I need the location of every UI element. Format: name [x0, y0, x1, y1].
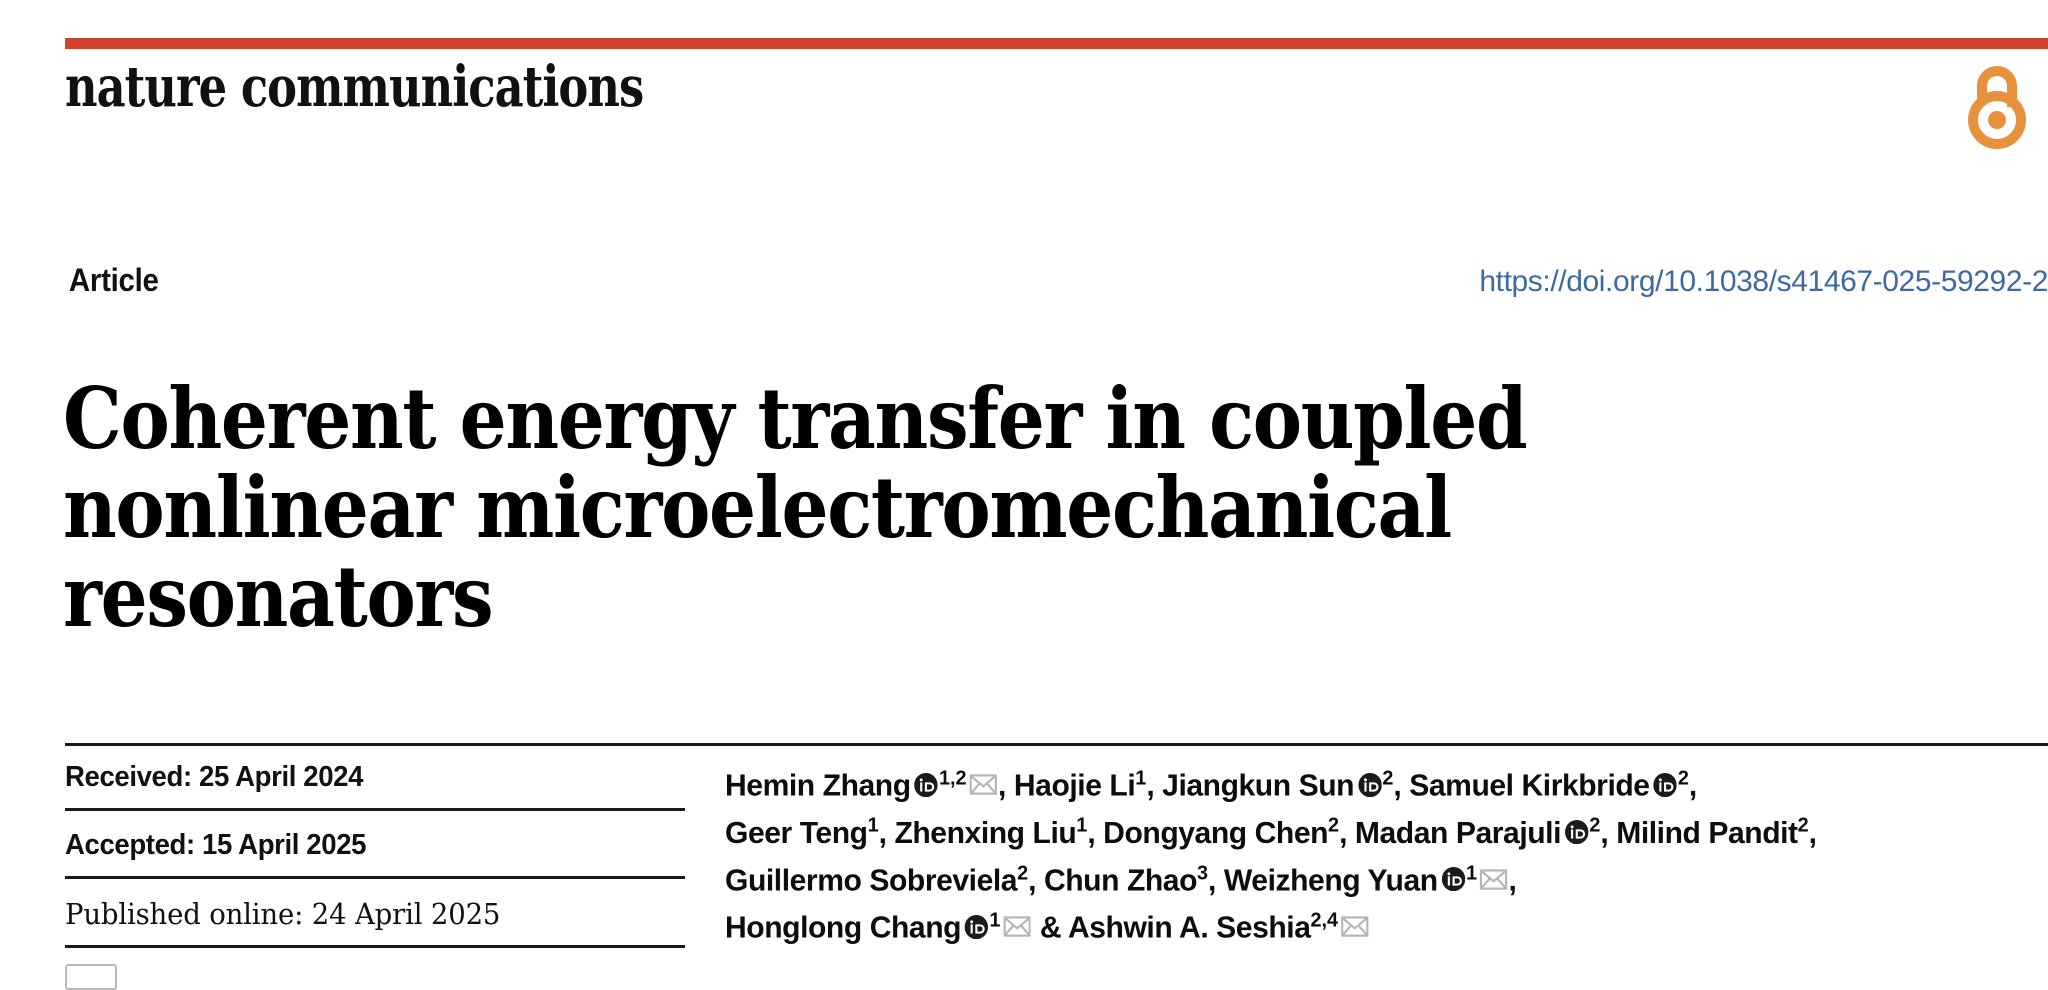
affiliation-marker: 2	[1797, 813, 1809, 837]
orcid-icon[interactable]	[1441, 857, 1466, 892]
affiliation-marker: 1	[867, 813, 879, 837]
email-icon[interactable]	[1480, 856, 1508, 890]
author-name[interactable]: Zhenxing Liu	[894, 814, 1077, 850]
affiliation-marker: 1	[1076, 813, 1088, 837]
received-date: Received: 25 April 2024	[65, 761, 364, 793]
accepted-date: Accepted: 15 April 2025	[65, 829, 367, 861]
title-line-3: resonators	[63, 547, 494, 647]
author-list: Hemin Zhang 1,2, Haojie Li1, Jiangkun Sun…	[725, 761, 2045, 951]
meta-row-published: Published online: 24 April 2025	[65, 879, 685, 948]
author-name[interactable]: Milind Pandit	[1616, 814, 1798, 850]
affiliation-marker: 3	[1197, 860, 1209, 884]
author-name[interactable]: Hemin Zhang	[725, 767, 911, 803]
affiliation-marker: 2,4	[1310, 908, 1339, 932]
article-type-label: Article	[68, 262, 159, 298]
title-line-1: Coherent energy transfer in coupled	[63, 369, 1528, 469]
author-line-2: Geer Teng1, Zhenxing Liu1, Dongyang Chen…	[725, 809, 2005, 856]
affiliation-marker: 1	[1465, 860, 1478, 884]
author-name[interactable]: Haojie Li	[1013, 767, 1136, 803]
author-name[interactable]: Dongyang Chen	[1103, 814, 1329, 850]
affiliation-marker: 2	[1677, 766, 1689, 790]
affiliation-marker: 2	[1589, 813, 1601, 837]
brand-rule	[65, 38, 2048, 49]
brand-row: nature communications	[65, 49, 2048, 149]
author-name[interactable]: Weizheng Yuan	[1223, 862, 1438, 898]
author-name[interactable]: Geer Teng	[725, 814, 868, 850]
author-name[interactable]: Samuel Kirkbride	[1409, 767, 1650, 803]
affiliation-marker: 1,2	[938, 766, 967, 790]
affiliation-marker: 2	[1328, 813, 1340, 837]
author-name[interactable]: Jiangkun Sun	[1162, 767, 1355, 803]
author-name[interactable]: Chun Zhao	[1043, 862, 1198, 898]
author-line-1: Hemin Zhang 1,2, Haojie Li1, Jiangkun Sun…	[725, 761, 2005, 809]
author-line-3: Guillermo Sobreviela2, Chun Zhao3, Weizh…	[725, 856, 2005, 904]
section-divider-top	[65, 743, 2048, 746]
author-name[interactable]: Guillermo Sobreviela	[725, 862, 1018, 898]
author-name[interactable]: Ashwin A. Seshia	[1067, 909, 1311, 945]
email-icon[interactable]	[969, 761, 997, 795]
orcid-icon[interactable]	[914, 763, 938, 797]
email-icon[interactable]	[1341, 903, 1369, 937]
orcid-icon[interactable]	[1357, 763, 1382, 797]
affiliation-marker: 1	[989, 908, 1001, 932]
orcid-icon[interactable]	[964, 905, 989, 940]
publication-dates-column: Received: 25 April 2024 Accepted: 15 Apr…	[65, 743, 685, 990]
doi-link[interactable]: https://doi.org/10.1038/s41467-025-59292…	[1479, 265, 2048, 298]
article-doi-row: Article https://doi.org/10.1038/s41467-0…	[65, 262, 2048, 299]
check-for-updates-badge[interactable]	[65, 964, 117, 990]
affiliation-marker: 2	[1017, 860, 1029, 884]
author-name[interactable]: Madan Parajuli	[1354, 814, 1562, 850]
open-access-lock-icon[interactable]	[1966, 63, 2028, 149]
journal-logo[interactable]: nature communications	[65, 54, 644, 120]
author-line-4: Honglong Chang 1 & Ashwin A. Seshia2,4	[725, 903, 2005, 951]
meta-row-received: Received: 25 April 2024	[65, 743, 685, 811]
meta-row-accepted: Accepted: 15 April 2025	[65, 811, 685, 879]
email-icon[interactable]	[1003, 903, 1031, 937]
title-line-2: nonlinear microelectromechanical	[63, 458, 1452, 558]
affiliation-marker: 2	[1382, 766, 1394, 790]
orcid-icon[interactable]	[1653, 763, 1677, 797]
author-name[interactable]: Honglong Chang	[725, 909, 962, 945]
published-online-date: Published online: 24 April 2025	[65, 897, 501, 931]
orcid-icon[interactable]	[1564, 810, 1589, 844]
article-meta-and-authors: Received: 25 April 2024 Accepted: 15 Apr…	[65, 743, 2048, 990]
affiliation-marker: 1	[1135, 766, 1147, 790]
page-title: Coherent energy transfer in coupled nonl…	[63, 374, 1559, 641]
masthead: nature communications	[65, 38, 2048, 149]
